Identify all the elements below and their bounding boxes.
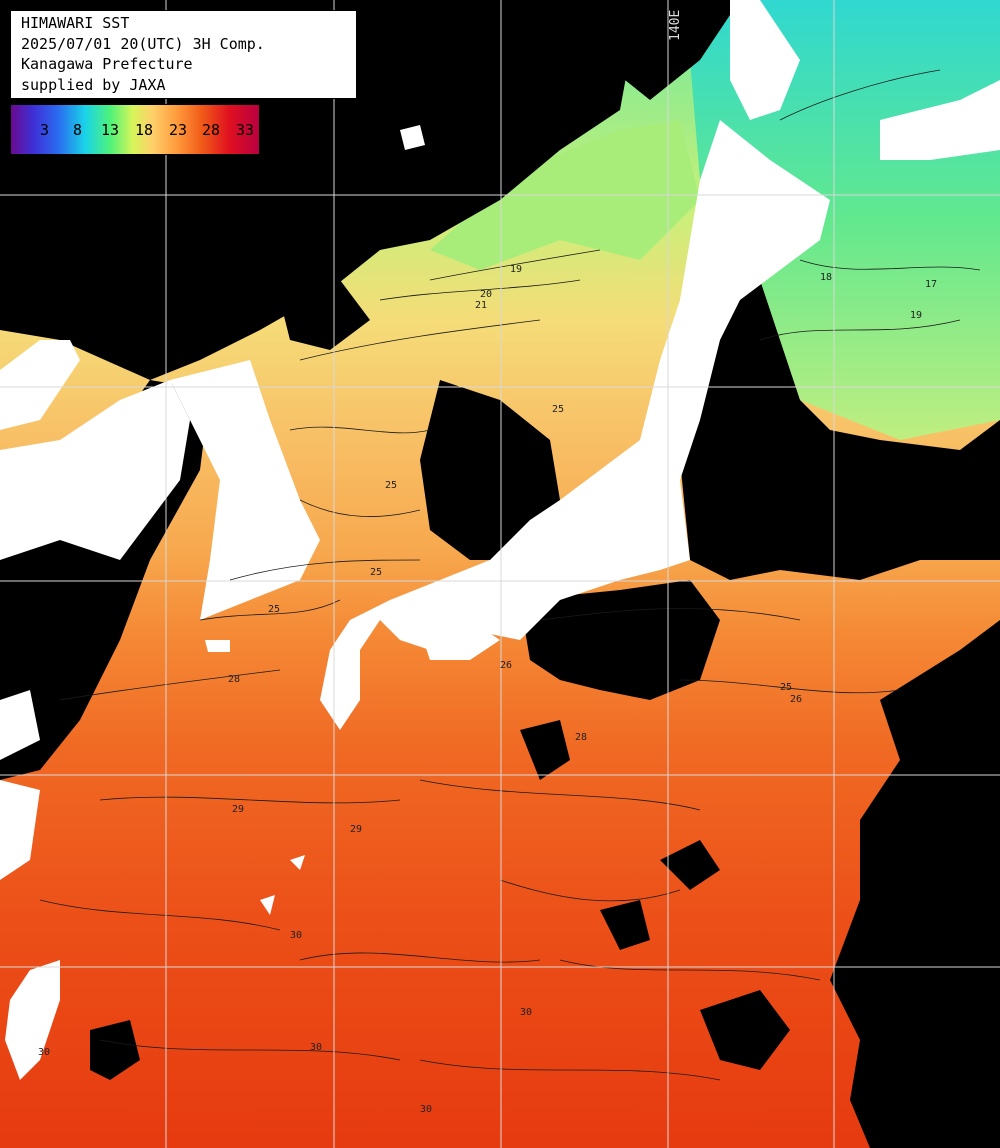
contour-labels: 19 20 21 17 18 19 25 25 25 25 26 28 28 2… xyxy=(38,264,937,1115)
legend-tick: 13 xyxy=(101,121,120,139)
contour-label: 30 xyxy=(290,930,302,941)
contour-label: 25 xyxy=(552,404,564,415)
contour-label: 25 xyxy=(385,480,397,491)
legend-tick: 18 xyxy=(135,121,154,139)
contour-label: 26 xyxy=(790,694,802,705)
legend-tick: 3 xyxy=(40,121,50,139)
contour-label: 30 xyxy=(38,1047,50,1058)
meridian-label-140e: 140E xyxy=(668,9,683,41)
contour-label: 17 xyxy=(925,279,937,290)
contour-label: 30 xyxy=(520,1007,532,1018)
legend-tick: 23 xyxy=(169,121,188,139)
map-title-box: HIMAWARI SST 2025/07/01 20(UTC) 3H Comp.… xyxy=(10,10,357,99)
land-masses xyxy=(0,0,1000,1080)
title-line-region: Kanagawa Prefecture xyxy=(21,55,193,73)
contour-label: 25 xyxy=(370,567,382,578)
contour-label: 19 xyxy=(510,264,522,275)
contour-label: 18 xyxy=(820,272,832,283)
contour-label: 25 xyxy=(780,682,792,693)
contour-label: 28 xyxy=(575,732,587,743)
contour-label: 29 xyxy=(232,804,244,815)
temperature-color-legend: 3 8 13 18 23 28 33 xyxy=(10,104,260,155)
title-line-credit: supplied by JAXA xyxy=(21,75,166,94)
contour-label: 19 xyxy=(910,310,922,321)
contour-label: 21 xyxy=(475,300,487,311)
contour-label: 20 xyxy=(480,289,492,300)
contour-label: 30 xyxy=(420,1104,432,1115)
title-line-product: HIMAWARI SST xyxy=(21,14,130,32)
title-line-datetime: 2025/07/01 20(UTC) 3H Comp. xyxy=(21,34,265,53)
contour-label: 30 xyxy=(310,1042,322,1053)
contour-label: 29 xyxy=(350,824,362,835)
contour-label: 26 xyxy=(500,660,512,671)
contour-label: 28 xyxy=(228,674,240,685)
contour-label: 25 xyxy=(268,604,280,615)
sst-contours xyxy=(39,69,981,1081)
legend-tick: 33 xyxy=(236,121,255,139)
legend-tick: 28 xyxy=(202,121,221,139)
legend-tick: 8 xyxy=(73,121,83,139)
